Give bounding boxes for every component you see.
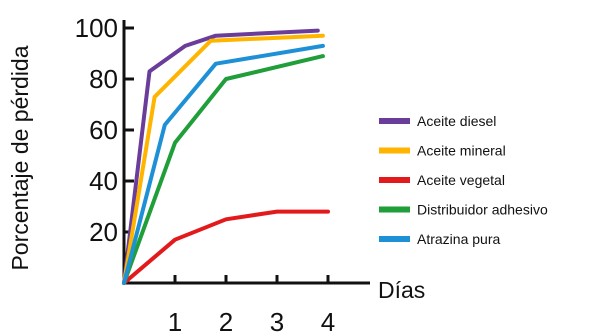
legend-label: Aceite vegetal [417, 172, 505, 188]
series-line-atrazina-pura [122, 43, 325, 285]
series-line-aceite-vegetal [122, 209, 330, 285]
legend-label: Distribuidor adhesivo [417, 202, 548, 218]
x-tick-label: 2 [219, 307, 233, 334]
x-axis-label: Días [378, 277, 425, 303]
series-lines [122, 28, 330, 285]
y-tick-label: 60 [89, 115, 118, 145]
x-tick-label: 1 [168, 307, 182, 334]
y-tick-label: 100 [75, 13, 118, 43]
legend: Aceite diesel Aceite mineral Aceite vegeta… [379, 113, 548, 247]
x-ticks: 1 2 3 4 [168, 275, 335, 334]
series-line-aceite-mineral [122, 33, 325, 285]
y-axis-label: Porcentaje de pérdida [7, 45, 33, 270]
y-tick-label: 20 [89, 217, 118, 247]
series-line-distribuidor-adhesivo [122, 54, 325, 285]
legend-label: Atrazina pura [417, 231, 500, 247]
y-ticks: 20 40 60 80 100 [75, 13, 134, 247]
y-tick-label: 80 [89, 64, 118, 94]
legend-label: Aceite mineral [417, 143, 506, 159]
legend-label: Aceite diesel [417, 113, 496, 129]
series-line-aceite-diesel [122, 28, 320, 285]
y-tick-label: 40 [89, 166, 118, 196]
x-tick-label: 3 [270, 307, 284, 334]
x-tick-label: 4 [321, 307, 335, 334]
